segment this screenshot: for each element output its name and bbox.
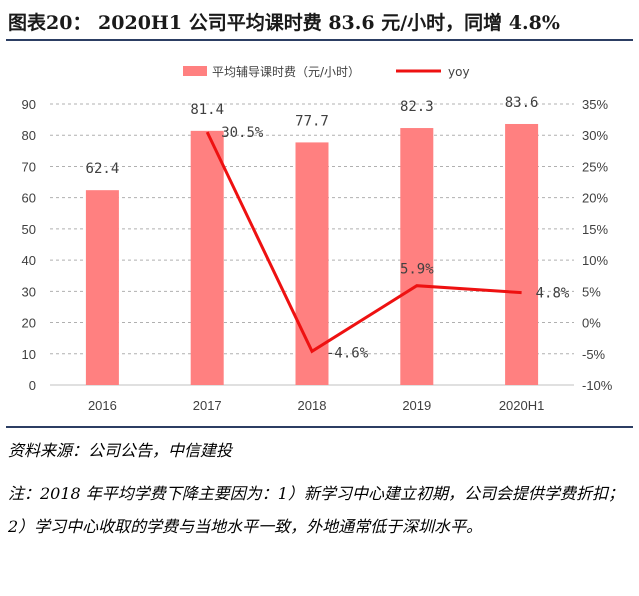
right-axis-tick-label: 0% (582, 316, 601, 331)
x-axis-tick-label: 2016 (88, 398, 117, 413)
legend-bar-label: 平均辅导课时费（元/小时） (212, 65, 360, 79)
source-note: 资料来源：公司公告，中信建投 (8, 441, 233, 460)
x-axis-tick-label: 2017 (193, 398, 222, 413)
bar-value-label: 81.4 (190, 102, 224, 118)
right-axis-tick-label: -5% (582, 347, 606, 362)
yoy-value-label: 30.5% (221, 125, 264, 141)
bar-value-label: 83.6 (505, 95, 539, 111)
footer-rule (6, 426, 633, 428)
legend-bar-swatch (183, 66, 207, 76)
left-axis-tick-label: 50 (22, 222, 36, 237)
bar (190, 130, 224, 385)
left-axis-tick-label: 90 (22, 97, 36, 112)
x-axis-tick-label: 2018 (298, 398, 327, 413)
data-labels: 62.4 81.4 77.7 82.3 83.6 30.5% -4.6% 5.9% 4.8% (86, 95, 570, 361)
figure-header: 图表20： 2020H1 公司平均课时费 83.6 元/小时，同增 4.8% (6, 0, 633, 41)
bar-value-label: 62.4 (86, 161, 120, 177)
bar-value-label: 82.3 (400, 99, 434, 115)
yoy-line (205, 131, 522, 354)
yoy-value-label: 5.9% (400, 262, 434, 278)
left-axis-tick-label: 20 (22, 316, 36, 331)
x-axis-tick-label: 2020H1 (499, 398, 545, 413)
yoy-line-series (205, 131, 522, 354)
left-axis-tick-label: 0 (29, 378, 36, 393)
x-axis-tick-label: 2019 (402, 398, 431, 413)
x-axis-ticks: 2016 2017 2018 2019 2020H1 (88, 398, 544, 413)
yoy-value-label: 4.8% (536, 286, 570, 302)
legend-line-label: yoy (448, 65, 470, 79)
yoy-value-label: -4.6% (326, 345, 369, 361)
right-axis-tick-label: 25% (582, 159, 608, 174)
left-axis-tick-label: 60 (22, 191, 36, 206)
right-axis-tick-label: 20% (582, 191, 608, 206)
bar-value-label: 77.7 (295, 113, 329, 129)
left-axis-ticks: 0 10 20 30 40 50 60 70 80 90 (22, 97, 36, 393)
footnote: 注：2018 年平均学费下降主要因为：1）新学习中心建立初期，公司会提供学费折扣… (8, 484, 624, 536)
bar (505, 123, 539, 385)
right-axis-ticks: -10% -5% 0% 5% 10% 15% 20% 25% 30% 35% (582, 97, 613, 393)
left-axis-tick-label: 40 (22, 253, 36, 268)
bar (85, 190, 119, 385)
header-rule (6, 39, 633, 41)
bar (400, 128, 434, 385)
right-axis-tick-label: -10% (582, 378, 613, 393)
left-axis-tick-label: 70 (22, 159, 36, 174)
combo-chart: 平均辅导课时费（元/小时） yoy 62.4 81.4 77.7 82.3 83.6 30… (22, 65, 613, 413)
right-axis-tick-label: 30% (582, 128, 608, 143)
left-axis-tick-label: 80 (22, 128, 36, 143)
right-axis-tick-label: 10% (582, 253, 608, 268)
right-axis-tick-label: 5% (582, 284, 601, 299)
right-axis-tick-label: 35% (582, 97, 608, 112)
left-axis-tick-label: 10 (22, 347, 36, 362)
bar-series (85, 123, 539, 385)
left-axis-tick-label: 30 (22, 284, 36, 299)
figure-title: 图表20： 2020H1 公司平均课时费 83.6 元/小时，同增 4.8% (8, 12, 560, 34)
right-axis-tick-label: 15% (582, 222, 608, 237)
chart-legend: 平均辅导课时费（元/小时） yoy (183, 65, 470, 79)
